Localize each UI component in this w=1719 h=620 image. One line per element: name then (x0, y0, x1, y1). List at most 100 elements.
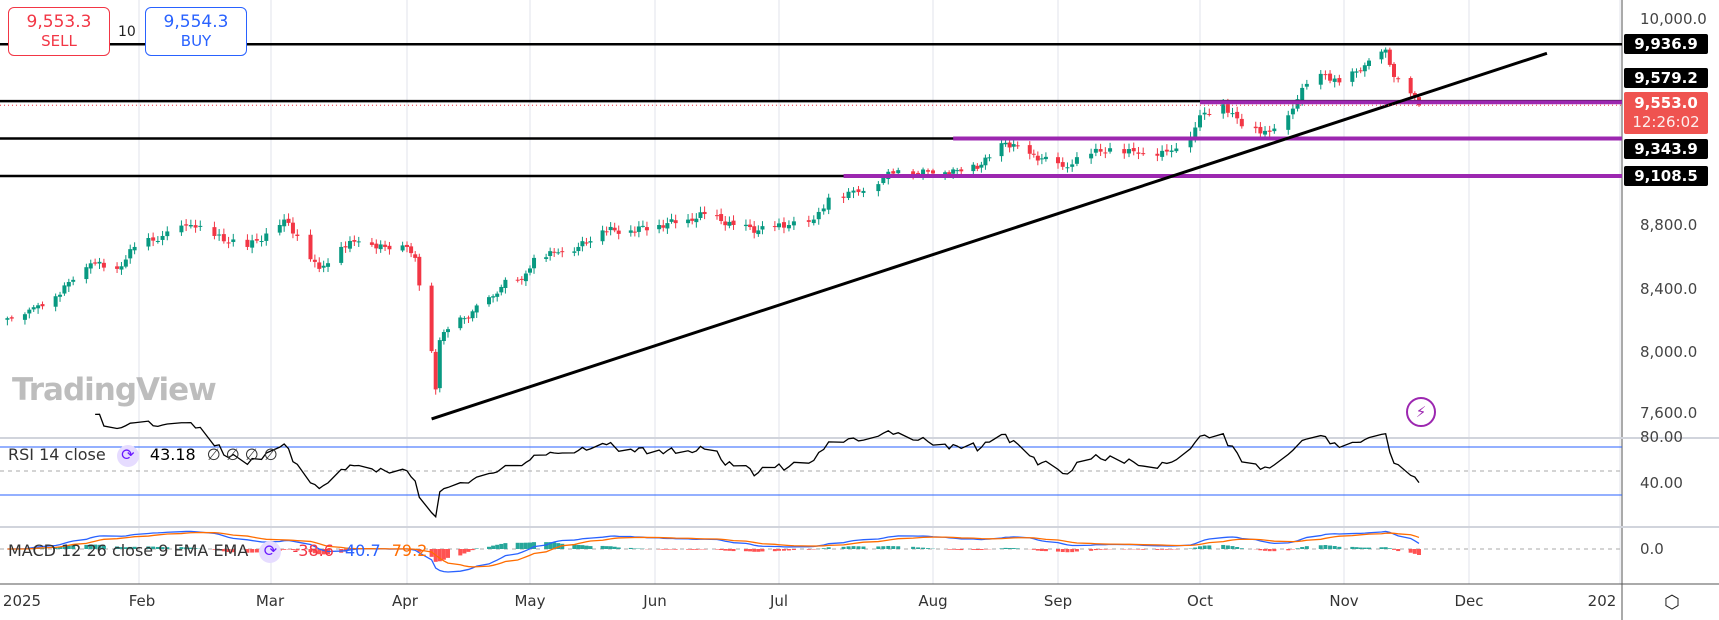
macd-histogram-bar (806, 549, 811, 550)
candle-body (1027, 145, 1032, 154)
macd-histogram-bar (632, 548, 637, 549)
macd-histogram-bar (487, 546, 491, 549)
macd-histogram-bar (881, 546, 886, 549)
macd-histogram-bar (97, 544, 102, 549)
candle-body (217, 234, 222, 236)
lightning-icon[interactable]: ⚡ (1406, 397, 1436, 427)
macd-histogram-bar (1332, 546, 1337, 549)
candle-body (1354, 71, 1359, 73)
macd-histogram-bar (429, 549, 434, 557)
candle-body (1098, 149, 1103, 152)
settings-icon[interactable]: ⬡ (1664, 592, 1680, 613)
candle-body (931, 170, 935, 174)
macd-histogram-bar (1392, 549, 1396, 550)
time-label: Dec (1454, 592, 1484, 610)
candle-body (821, 208, 826, 212)
buy-button[interactable]: 9,554.3 BUY (145, 7, 247, 56)
macd-histogram-bar (1235, 546, 1240, 549)
candle-body (1108, 148, 1113, 152)
macd-histogram-bar (1318, 545, 1323, 549)
refresh-icon[interactable]: ⟳ (116, 445, 139, 467)
candle-body (446, 329, 450, 333)
macd-histogram-bar (791, 549, 796, 551)
macd-histogram-bar (1263, 549, 1268, 551)
candle-body (101, 262, 106, 268)
candle-body (1258, 126, 1263, 134)
macd-histogram-bar (519, 542, 524, 549)
buy-label: BUY (180, 32, 212, 50)
macd-histogram-bar (743, 549, 748, 552)
candle-body (1286, 115, 1291, 130)
candle-body (343, 246, 348, 248)
candle-body (155, 240, 160, 242)
macd-legend[interactable]: MACD 12 26 close 9 EMA EMA ⟳ -38.6 40.7 … (8, 541, 427, 563)
candle-body (1198, 115, 1202, 128)
macd-histogram-bar (576, 544, 581, 549)
candle-body (88, 263, 93, 269)
candle-body (1011, 144, 1016, 147)
candle-body (1328, 73, 1333, 81)
quantity-label[interactable]: 10 (118, 24, 136, 40)
candle-body (84, 267, 89, 280)
macd-histogram-bar (1070, 549, 1075, 553)
candle-body (1239, 118, 1244, 127)
candle-body (519, 278, 524, 280)
sell-button[interactable]: 9,553.3 SELL (8, 7, 110, 56)
macd-histogram-bar (1043, 549, 1048, 552)
candle-body (1392, 63, 1396, 77)
macd-histogram-bar (119, 547, 124, 549)
macd-histogram-bar (499, 543, 504, 549)
candle-body (499, 286, 504, 293)
macd-histogram-bar (446, 549, 450, 558)
candle-body (53, 296, 58, 307)
candle-body (881, 177, 886, 184)
rsi-legend[interactable]: RSI 14 close ⟳ 43.18 ∅ ∅ ∅ ∅ (8, 445, 278, 467)
macd-histogram-bar (1007, 548, 1012, 549)
macd-histogram-bar (515, 542, 520, 549)
level-label: 9,343.9 (1624, 139, 1708, 159)
candle-body (987, 157, 992, 159)
candle-body (466, 317, 471, 319)
candle-body (400, 245, 405, 251)
candle-body (580, 241, 585, 247)
refresh-icon[interactable]: ⟳ (259, 541, 282, 563)
candle-body (523, 273, 528, 282)
candle-body (119, 266, 124, 270)
time-label: Jul (769, 592, 789, 610)
macd-histogram-bar (665, 549, 670, 550)
candle-body (1103, 152, 1108, 154)
macd-histogram-bar (101, 545, 106, 549)
candle-body (856, 189, 861, 193)
candle-body (891, 171, 896, 174)
candle-body (250, 240, 255, 248)
candle-body (1127, 149, 1131, 154)
macd-histogram-bar (628, 547, 633, 549)
macd-histogram-bar (851, 546, 856, 549)
candle-body (1367, 60, 1371, 66)
macd-histogram-bar (731, 549, 736, 552)
macd-histogram-bar (290, 549, 295, 550)
macd-histogram-bar (772, 549, 777, 552)
macd-histogram-bar (62, 546, 67, 549)
candle-body (36, 305, 41, 309)
macd-histogram-bar (1221, 544, 1226, 549)
macd-histogram-bar (88, 544, 93, 549)
macd-histogram-bar (841, 546, 846, 549)
macd-histogram-bar (308, 549, 313, 553)
macd-histogram-bar (1286, 549, 1291, 551)
candle-body (528, 268, 532, 273)
candle-body (921, 169, 926, 175)
candle-body (132, 246, 137, 251)
macd-histogram-bar (556, 543, 561, 549)
candle-body (259, 241, 264, 243)
candle-body (1122, 149, 1127, 154)
macd-histogram-bar (584, 545, 589, 549)
macd-histogram-bar (1408, 549, 1413, 553)
candle-body (282, 219, 287, 227)
candle-body (1263, 130, 1268, 135)
candle-body (491, 296, 496, 298)
candle-body (1290, 108, 1295, 115)
candle-body (1074, 157, 1079, 164)
candle-body (816, 211, 821, 220)
